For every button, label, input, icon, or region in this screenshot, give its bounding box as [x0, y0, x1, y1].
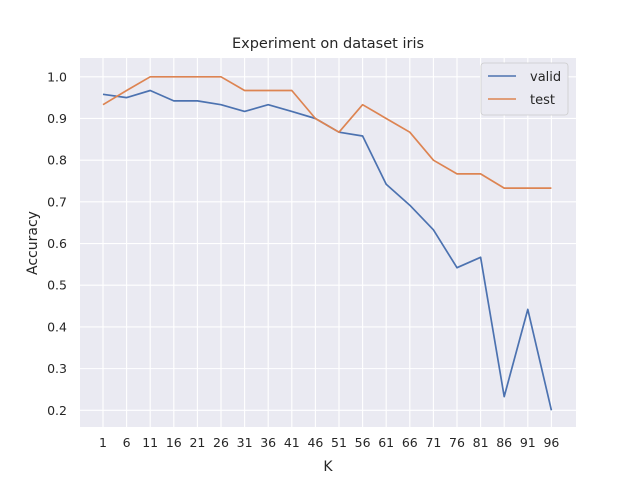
x-tick-label: 61: [378, 435, 394, 450]
legend-label-valid: valid: [530, 70, 561, 85]
x-tick-label: 26: [213, 435, 229, 450]
x-axis-label: K: [323, 459, 333, 475]
legend-label-test: test: [530, 93, 555, 108]
chart-title: Experiment on dataset iris: [232, 36, 424, 52]
y-axis-label: Accuracy: [25, 211, 41, 275]
x-tick-label: 76: [449, 435, 465, 450]
x-tick-label: 46: [307, 435, 323, 450]
x-tick-label: 71: [425, 435, 441, 450]
y-tick-label: 0.3: [47, 361, 67, 376]
x-tick-label: 6: [123, 435, 131, 450]
x-tick-label: 96: [543, 435, 559, 450]
y-axis-ticks: 0.2 0.3 0.4 0.5 0.6 0.7 0.8 0.9 1.0: [47, 69, 67, 418]
x-tick-label: 91: [520, 435, 536, 450]
series-layer: [102, 75, 553, 411]
x-tick-label: 1: [99, 435, 107, 450]
x-tick-label: 36: [260, 435, 276, 450]
y-tick-label: 0.9: [47, 111, 67, 126]
x-tick-label: 66: [402, 435, 418, 450]
x-axis-ticks: 1 6 11 16 21 26 31 36 41 46 51 56 61 66 71 76 81 86 91 96: [99, 435, 559, 450]
plot-area: [80, 58, 576, 427]
x-tick-label: 86: [496, 435, 512, 450]
x-tick-label: 21: [189, 435, 205, 450]
x-tick-label: 51: [331, 435, 347, 450]
x-tick-label: 31: [237, 435, 253, 450]
x-tick-label: 11: [142, 435, 158, 450]
y-tick-label: 0.8: [47, 153, 67, 168]
x-tick-label: 41: [284, 435, 300, 450]
legend: valid test: [480, 62, 569, 116]
x-tick-label: 56: [355, 435, 371, 450]
y-tick-label: 0.5: [47, 278, 67, 293]
y-tick-label: 0.7: [47, 194, 67, 209]
grid: [80, 58, 576, 427]
y-tick-label: 0.6: [47, 236, 67, 251]
x-tick-label: 16: [166, 435, 182, 450]
series-line-test: [102, 75, 552, 189]
y-tick-label: 0.4: [47, 319, 67, 334]
y-tick-label: 1.0: [47, 69, 67, 84]
y-tick-label: 0.2: [47, 403, 67, 418]
x-tick-label: 81: [473, 435, 489, 450]
